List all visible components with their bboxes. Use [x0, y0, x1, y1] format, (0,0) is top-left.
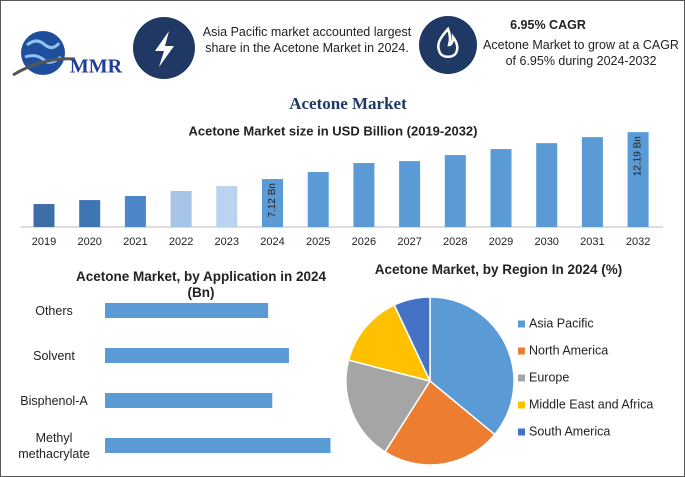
legend-swatch	[518, 320, 525, 328]
bar	[170, 190, 192, 227]
x-tick-label: 2025	[306, 236, 330, 248]
value-label: 7.12 Bn	[267, 183, 278, 217]
x-tick-label: 2026	[352, 236, 376, 248]
pie-slice	[393, 296, 431, 382]
x-tick-label: 2022	[169, 236, 193, 248]
bar	[105, 348, 289, 363]
bar	[105, 393, 273, 408]
bar	[124, 195, 146, 227]
cagr-title: 6.95% CAGR	[510, 18, 586, 32]
x-tick-label: 2023	[215, 236, 239, 248]
legend-swatch	[518, 401, 525, 409]
cagr-text: Acetone Market to grow at a CAGR of 6.95…	[483, 38, 679, 68]
x-tick-label: 2020	[77, 236, 101, 248]
y-tick-label: Methyl methacrylate	[18, 430, 90, 461]
bar	[307, 172, 329, 227]
bar	[444, 155, 466, 227]
x-tick-label: 2032	[626, 236, 650, 248]
logo	[12, 31, 76, 77]
bar	[79, 200, 101, 227]
pie-slice	[383, 379, 496, 466]
legend-label: Middle East and Africa	[529, 397, 653, 411]
legend-swatch	[518, 347, 525, 355]
x-tick-label: 2021	[123, 236, 147, 248]
bar	[536, 143, 558, 227]
chart-title: Acetone Market, by Application in 2024 (…	[75, 269, 327, 300]
value-label: 12.19 Bn	[633, 136, 644, 176]
bar	[353, 163, 375, 227]
x-tick-label: 2029	[489, 236, 513, 248]
chart-title: Acetone Market, by Region In 2024 (%)	[374, 262, 623, 277]
x-tick-label: 2024	[260, 236, 284, 248]
pie-slice	[345, 359, 432, 453]
legend-swatch	[518, 428, 525, 436]
legend-label: Asia Pacific	[529, 316, 594, 330]
chart-title: Acetone Market size in USD Billion (2019…	[189, 123, 478, 138]
bar	[262, 179, 283, 227]
page-title: Acetone Market	[289, 94, 407, 113]
legend-swatch	[518, 374, 525, 382]
legend-label: Europe	[529, 370, 569, 384]
legend-label: North America	[529, 343, 608, 357]
bar	[490, 149, 512, 227]
bolt-icon	[155, 31, 174, 67]
x-tick-label: 2030	[534, 236, 558, 248]
pie-slice	[429, 296, 515, 436]
x-tick-label: 2031	[580, 236, 604, 248]
x-tick-label: 2028	[443, 236, 467, 248]
pie-slice	[347, 303, 432, 383]
flame-icon	[437, 26, 459, 58]
bar	[627, 132, 649, 227]
y-tick-label: Solvent	[33, 348, 75, 363]
bar	[216, 186, 238, 227]
info-text: Asia Pacific market accounted largest sh…	[202, 25, 412, 55]
legend-label: South America	[529, 424, 610, 438]
bar	[33, 204, 55, 227]
bar	[399, 161, 421, 227]
x-tick-label: 2019	[32, 236, 56, 248]
x-tick-label: 2027	[397, 236, 421, 248]
y-tick-label: Others	[35, 303, 73, 318]
y-tick-label: Bisphenol-A	[20, 393, 88, 408]
logo-text: MMR	[70, 56, 123, 78]
bar	[105, 303, 269, 318]
bar	[105, 438, 331, 453]
bar	[581, 137, 603, 227]
